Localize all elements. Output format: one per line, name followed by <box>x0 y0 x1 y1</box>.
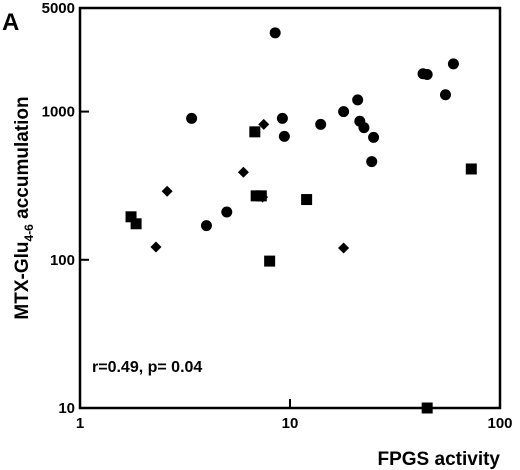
point-diamond-3 <box>258 118 270 130</box>
point-square-8 <box>465 163 477 175</box>
point-circle-6 <box>315 118 327 130</box>
point-square-7 <box>421 402 433 414</box>
plot-frame <box>78 6 502 410</box>
data-points <box>125 27 477 414</box>
point-diamond-5 <box>338 242 350 254</box>
point-circle-10 <box>358 122 370 134</box>
point-diamond-2 <box>237 166 249 178</box>
point-circle-0 <box>186 112 198 124</box>
x-axis-ticks: 1 10 100 <box>76 399 513 432</box>
panel-label: A <box>2 9 19 36</box>
y-axis-title-subscript: 4-6 <box>22 224 36 242</box>
x-tick-label-2: 100 <box>487 415 512 432</box>
point-circle-2 <box>221 206 233 218</box>
point-square-1 <box>130 218 142 230</box>
point-diamond-4 <box>257 191 269 203</box>
point-circle-1 <box>200 220 212 232</box>
point-circle-16 <box>447 58 459 70</box>
point-circle-11 <box>366 156 378 168</box>
y-axis-ticks: 10 100 1000 5000 <box>42 0 89 417</box>
point-square-5 <box>264 255 276 267</box>
point-circle-14 <box>421 68 433 80</box>
x-axis-title: FPGS activity <box>378 449 501 470</box>
y-axis-title-rest: accumulation <box>12 96 33 224</box>
x-tick-label-1: 10 <box>282 415 299 432</box>
y-tick-label-1: 100 <box>50 252 75 269</box>
correlation-annotation: r=0.49, p= 0.04 <box>92 359 202 376</box>
point-circle-8 <box>352 94 364 106</box>
y-tick-label-0: 10 <box>58 400 75 417</box>
y-tick-label-3: 5000 <box>42 0 75 17</box>
point-circle-7 <box>338 106 350 118</box>
point-diamond-0 <box>150 241 162 253</box>
y-axis-title: MTX-Glu4-6 accumulation <box>12 96 36 319</box>
x-tick-label-0: 1 <box>76 415 84 432</box>
point-circle-5 <box>278 130 290 142</box>
y-axis-title-main: MTX-Glu <box>12 241 33 319</box>
y-tick-label-2: 1000 <box>42 104 75 121</box>
point-diamond-1 <box>161 185 173 197</box>
point-square-6 <box>301 194 313 206</box>
point-circle-15 <box>439 89 451 101</box>
point-circle-3 <box>269 27 281 39</box>
point-circle-4 <box>276 112 288 124</box>
point-square-2 <box>249 126 261 138</box>
point-circle-12 <box>368 131 380 143</box>
point-square-0 <box>125 211 137 223</box>
